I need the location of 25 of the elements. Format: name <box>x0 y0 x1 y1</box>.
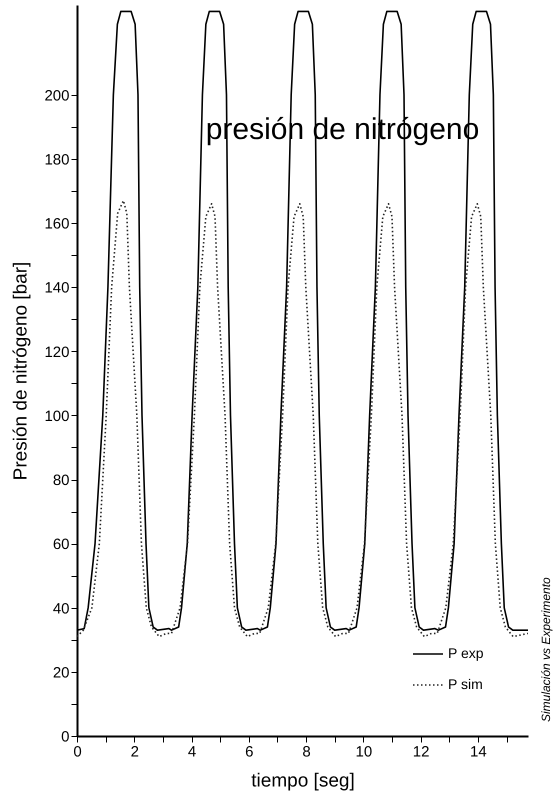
legend-label: P sim <box>448 676 483 692</box>
x-tick-label: 12 <box>412 744 430 760</box>
x-tick-label: 10 <box>356 744 372 760</box>
y-tick-label: 60 <box>52 536 70 554</box>
y-tick-label: 100 <box>44 408 70 425</box>
x-tick-label: 2 <box>130 744 139 760</box>
x-tick-label: 14 <box>470 744 487 760</box>
x-tick-label: 6 <box>245 744 254 760</box>
y-tick-label: 140 <box>44 280 70 297</box>
y-tick-label: 180 <box>44 151 70 168</box>
y-axis-title: Presión de nitrógeno [bar] <box>10 262 32 480</box>
y-tick-label: 120 <box>44 344 70 361</box>
y-tick-label: 40 <box>52 600 70 618</box>
legend-label: P exp <box>448 645 484 661</box>
x-axis-title: tiempo [seg] <box>251 770 355 792</box>
line-series <box>77 200 528 638</box>
x-tick-label: 4 <box>188 744 196 760</box>
y-tick-label: 0 <box>61 728 70 746</box>
y-tick-label: 80 <box>52 472 70 490</box>
x-tick-label: 0 <box>73 744 82 760</box>
x-tick-label: 8 <box>302 744 311 760</box>
y-tick-label: 160 <box>44 216 70 233</box>
y-tick-label: 200 <box>44 87 70 104</box>
y-tick-label: 20 <box>52 664 70 682</box>
text: Simulación vs Experimento <box>538 576 554 724</box>
